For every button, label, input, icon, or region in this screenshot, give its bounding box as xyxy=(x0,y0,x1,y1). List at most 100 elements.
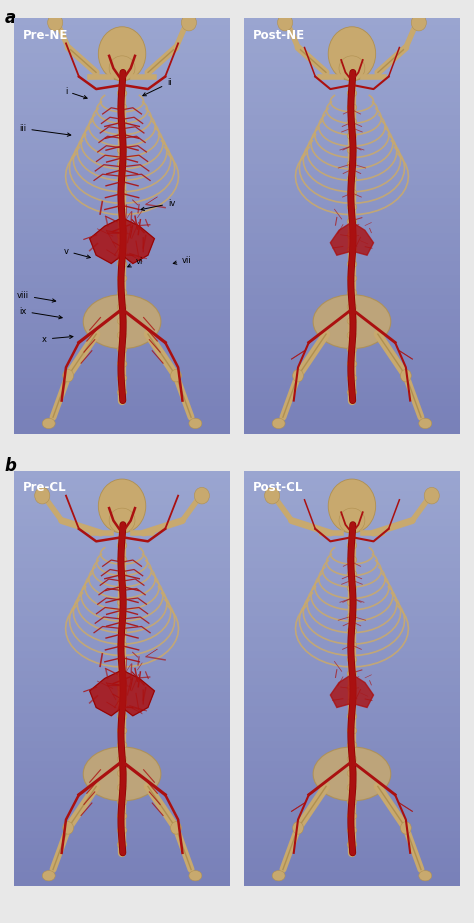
Bar xyxy=(14,629,230,637)
Bar xyxy=(244,657,460,665)
Ellipse shape xyxy=(347,90,357,97)
Bar xyxy=(244,491,460,498)
Bar xyxy=(244,803,460,810)
Ellipse shape xyxy=(411,15,426,31)
Bar xyxy=(244,157,460,164)
Text: Pre-CL: Pre-CL xyxy=(23,481,66,494)
Ellipse shape xyxy=(347,289,357,296)
Ellipse shape xyxy=(264,487,280,504)
Bar xyxy=(244,46,460,53)
Bar xyxy=(244,414,460,420)
Bar xyxy=(244,866,460,872)
Bar xyxy=(14,817,230,824)
Ellipse shape xyxy=(347,584,357,592)
Ellipse shape xyxy=(347,303,357,310)
Bar xyxy=(14,506,230,512)
Ellipse shape xyxy=(98,479,146,533)
Bar xyxy=(244,226,460,234)
Bar xyxy=(244,129,460,137)
Bar xyxy=(14,323,230,330)
Bar xyxy=(14,40,230,46)
Bar xyxy=(14,595,230,603)
Ellipse shape xyxy=(347,755,357,762)
Bar xyxy=(14,351,230,358)
Bar xyxy=(244,171,460,177)
Bar xyxy=(14,303,230,309)
Bar xyxy=(244,768,460,775)
Ellipse shape xyxy=(347,375,357,382)
Bar xyxy=(244,748,460,755)
Ellipse shape xyxy=(117,584,127,592)
Ellipse shape xyxy=(117,628,127,635)
Bar xyxy=(244,824,460,831)
Bar xyxy=(244,546,460,554)
Text: vi: vi xyxy=(128,257,143,267)
Ellipse shape xyxy=(419,870,432,881)
Ellipse shape xyxy=(313,294,391,349)
Bar xyxy=(244,796,460,803)
Bar xyxy=(14,872,230,879)
Bar xyxy=(14,602,230,609)
Bar xyxy=(14,568,230,574)
Bar xyxy=(244,323,460,330)
Bar xyxy=(244,810,460,817)
Bar xyxy=(14,692,230,700)
Bar xyxy=(14,365,230,372)
Ellipse shape xyxy=(83,747,161,801)
Bar xyxy=(14,226,230,234)
Ellipse shape xyxy=(347,556,357,563)
Bar xyxy=(244,783,460,789)
Bar xyxy=(244,212,460,220)
Bar xyxy=(14,775,230,783)
Bar xyxy=(14,498,230,506)
Bar xyxy=(14,651,230,657)
Bar xyxy=(14,783,230,789)
Ellipse shape xyxy=(117,599,127,606)
Bar xyxy=(244,95,460,102)
Ellipse shape xyxy=(117,755,127,762)
Bar xyxy=(14,491,230,498)
Bar xyxy=(244,727,460,734)
Ellipse shape xyxy=(347,360,357,367)
Ellipse shape xyxy=(117,770,127,777)
Ellipse shape xyxy=(347,599,357,606)
Bar xyxy=(244,378,460,386)
Bar xyxy=(244,81,460,88)
Ellipse shape xyxy=(117,103,127,111)
Bar xyxy=(244,164,460,171)
Bar xyxy=(244,706,460,713)
Bar xyxy=(14,720,230,727)
Bar xyxy=(14,137,230,143)
Bar xyxy=(244,143,460,150)
Bar xyxy=(14,67,230,74)
Ellipse shape xyxy=(347,684,357,691)
Ellipse shape xyxy=(117,570,127,578)
Bar xyxy=(14,838,230,845)
Bar xyxy=(14,803,230,810)
Bar xyxy=(244,295,460,303)
Bar xyxy=(14,540,230,546)
Bar xyxy=(14,761,230,768)
Ellipse shape xyxy=(117,189,127,197)
Bar xyxy=(14,198,230,206)
Bar xyxy=(14,309,230,317)
Ellipse shape xyxy=(117,389,127,396)
Bar xyxy=(244,420,460,426)
Bar xyxy=(14,471,230,478)
Ellipse shape xyxy=(182,15,196,31)
Bar xyxy=(14,845,230,851)
Bar xyxy=(14,185,230,192)
Bar xyxy=(244,602,460,609)
Ellipse shape xyxy=(347,246,357,254)
Bar xyxy=(244,268,460,275)
Bar xyxy=(244,399,460,406)
Bar xyxy=(244,282,460,288)
Ellipse shape xyxy=(401,369,411,382)
Ellipse shape xyxy=(117,346,127,354)
Bar xyxy=(14,288,230,295)
Bar xyxy=(14,700,230,706)
Bar xyxy=(244,672,460,678)
Bar xyxy=(244,351,460,358)
Bar xyxy=(244,102,460,109)
Ellipse shape xyxy=(328,27,376,81)
